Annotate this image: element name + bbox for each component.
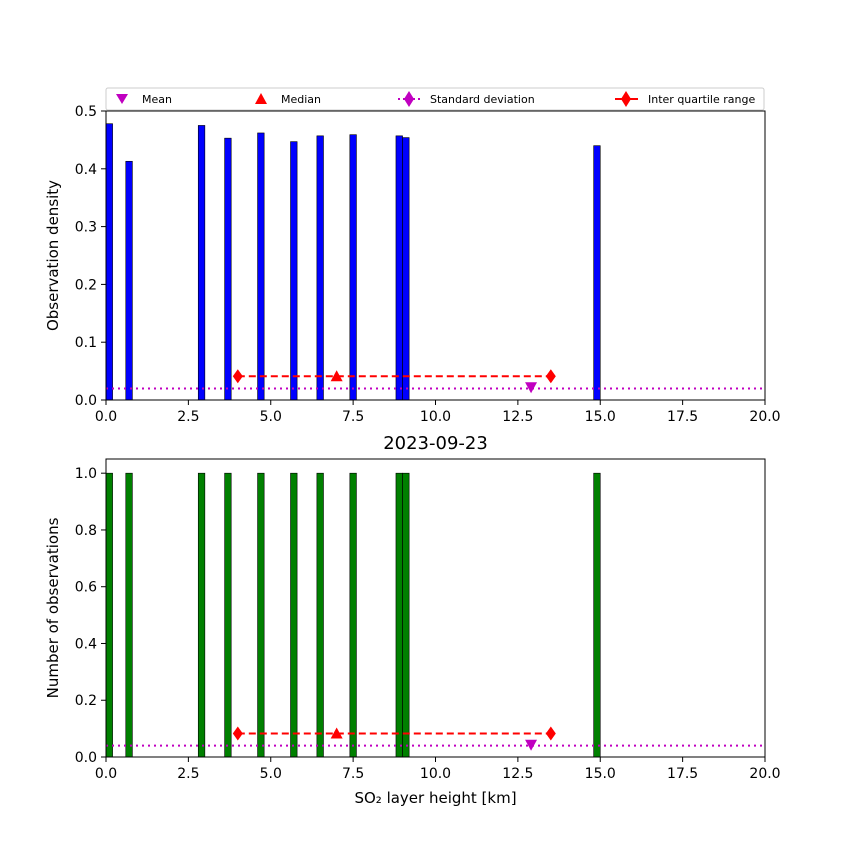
y-tick-label: 0.2 <box>75 277 97 293</box>
bar <box>395 135 403 401</box>
mean-marker <box>525 382 538 394</box>
iqr-marker-icon <box>621 91 631 107</box>
median-marker-icon <box>255 93 267 104</box>
x-tick-label: 17.5 <box>667 766 698 782</box>
bar <box>257 132 265 401</box>
bar <box>125 472 133 758</box>
median-marker <box>330 727 343 739</box>
x-tick-label: 15.0 <box>585 766 616 782</box>
legend-std: Standard deviation <box>398 91 535 107</box>
x-tick-label: 2.5 <box>177 409 199 425</box>
x-tick-label: 17.5 <box>667 409 698 425</box>
x-tick-label: 5.0 <box>260 409 282 425</box>
x-tick-label: 10.0 <box>420 409 451 425</box>
y-tick-label: 0.3 <box>75 220 97 236</box>
count-chart: 0.0 2.5 5.0 7.5 10.0 12.5 15.0 17.5 20.0 0.0 0.2 0.… <box>44 433 781 807</box>
x-axis-label: SO₂ layer height [km] <box>354 789 516 807</box>
bar <box>593 145 601 401</box>
bar <box>395 472 403 758</box>
legend-iqr: Inter quartile range <box>615 91 755 107</box>
y-tick-label: 0.2 <box>75 693 97 709</box>
bar <box>402 137 410 401</box>
bar <box>593 472 601 758</box>
legend-mean-label: Mean <box>142 93 172 106</box>
x-tick-label: 5.0 <box>260 766 282 782</box>
chart-title: 2023-09-23 <box>383 433 488 454</box>
median-marker <box>330 370 343 382</box>
bar <box>125 160 133 401</box>
x-tick-label: 20.0 <box>749 409 780 425</box>
bar <box>105 123 113 401</box>
legend-median: Median <box>255 93 321 106</box>
x-tick-label: 10.0 <box>420 766 451 782</box>
bar <box>197 125 206 401</box>
bar <box>257 472 265 758</box>
density-chart: 0.0 2.5 5.0 7.5 10.0 12.5 15.0 17.5 20.0 0.0 0.1 0.… <box>44 104 781 425</box>
x-tick-label: 12.5 <box>502 409 533 425</box>
iqr-marker <box>545 726 556 741</box>
x-tick-label: 2.5 <box>177 766 199 782</box>
legend-median-label: Median <box>281 93 321 106</box>
x-tick-label: 0.0 <box>95 409 117 425</box>
bar <box>316 135 324 401</box>
bar <box>402 472 410 758</box>
x-tick-label: 0.0 <box>95 766 117 782</box>
y-axis-label: Observation density <box>44 180 62 331</box>
bar <box>197 472 206 758</box>
legend-mean: Mean <box>116 93 172 106</box>
bar <box>349 472 357 758</box>
y-tick-label: 0.4 <box>75 636 97 652</box>
bar <box>290 141 298 401</box>
iqr-marker <box>232 369 243 384</box>
x-tick-label: 7.5 <box>342 409 364 425</box>
y-tick-label: 0.5 <box>75 104 97 120</box>
legend-iqr-label: Inter quartile range <box>648 93 755 106</box>
std-marker-icon <box>404 91 414 107</box>
x-tick-label: 15.0 <box>585 409 616 425</box>
x-tick-label: 7.5 <box>342 766 364 782</box>
bar <box>224 472 232 758</box>
legend-std-label: Standard deviation <box>430 93 535 106</box>
y-tick-label: 0.1 <box>75 335 97 351</box>
y-tick-label: 1.0 <box>75 466 97 482</box>
iqr-marker <box>545 369 556 384</box>
bar <box>349 134 357 401</box>
mean-marker-icon <box>116 94 128 104</box>
y-tick-label: 0.8 <box>75 523 97 539</box>
bar <box>105 472 113 758</box>
bar <box>290 472 298 758</box>
bar <box>316 472 324 758</box>
y-tick-label: 0.6 <box>75 580 97 596</box>
bar <box>224 137 232 401</box>
legend: Mean Median Standard deviation Inter qua… <box>105 87 765 111</box>
y-tick-label: 0.0 <box>75 750 97 766</box>
mean-marker <box>525 739 538 751</box>
y-tick-label: 0.4 <box>75 162 97 178</box>
x-tick-label: 12.5 <box>502 766 533 782</box>
x-tick-label: 20.0 <box>749 766 780 782</box>
y-tick-label: 0.0 <box>75 393 97 409</box>
legend-frame <box>105 87 765 111</box>
iqr-marker <box>232 726 243 741</box>
y-axis-label: Number of observations <box>44 517 62 698</box>
